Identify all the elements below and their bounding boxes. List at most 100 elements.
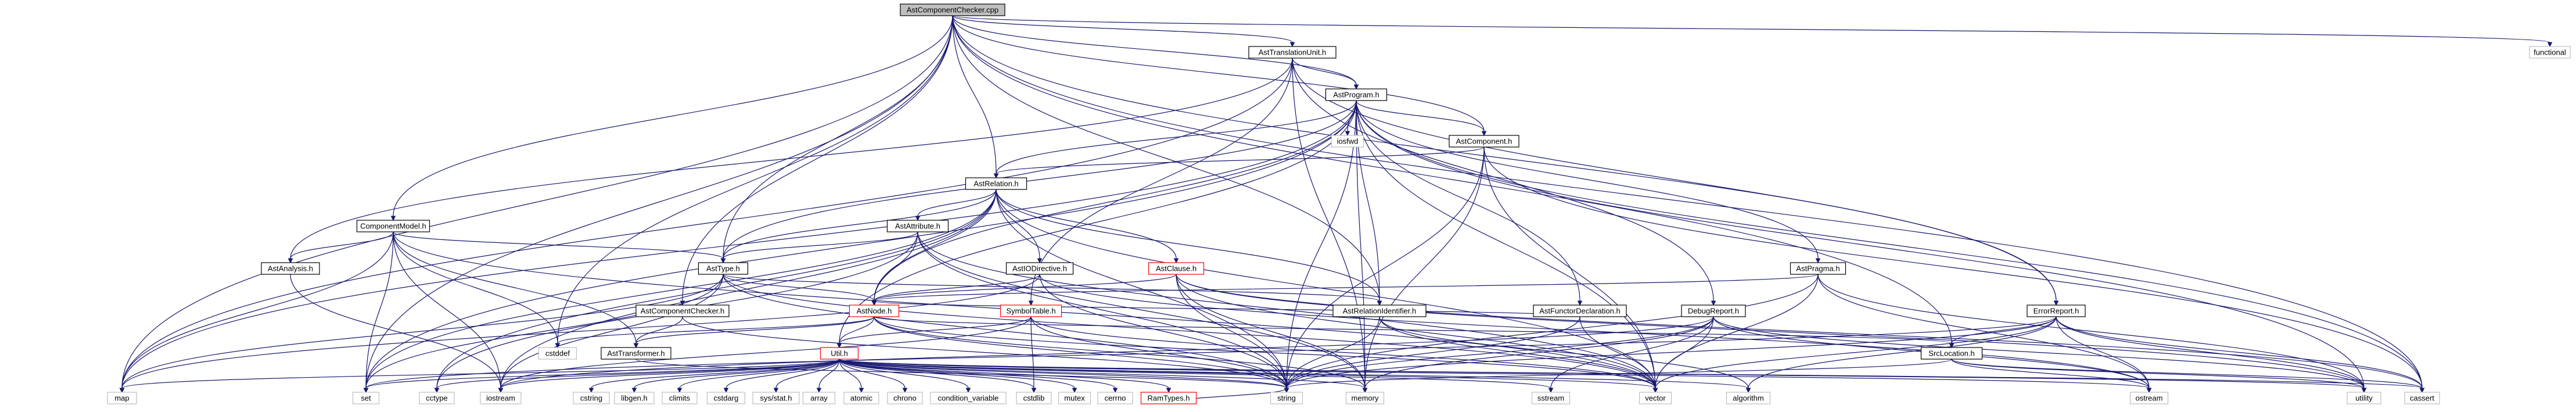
edge-arrowhead bbox=[1815, 258, 1821, 264]
node-debugreport-h[interactable]: DebugReport.h bbox=[1681, 304, 1746, 317]
node-astprogram-h[interactable]: AstProgram.h bbox=[1325, 88, 1388, 101]
edge-line bbox=[1356, 100, 1485, 132]
node-label: array bbox=[810, 393, 828, 402]
edge-line bbox=[952, 15, 1380, 302]
edge-line bbox=[839, 359, 1116, 389]
edge-AstComponentChecker_cpp-to-AstTranslationUnit_h bbox=[952, 15, 1295, 48]
node-box bbox=[887, 392, 923, 404]
node-array: array bbox=[802, 392, 836, 404]
node-astcomponentchecker-h[interactable]: AstComponentChecker.h bbox=[635, 304, 730, 317]
edge-AstNode_h-to-string bbox=[874, 316, 1289, 393]
node-box bbox=[1097, 392, 1133, 404]
node-astfunctordeclaration-h[interactable]: AstFunctorDeclaration.h bbox=[1533, 304, 1627, 317]
edge-Util_h-to-sys_stat_h bbox=[773, 359, 840, 393]
node-box bbox=[614, 392, 655, 404]
edge-line bbox=[500, 274, 724, 389]
edge-AstTranslationUnit_h-to-AstProgram_h bbox=[1292, 58, 1359, 90]
edge-Util_h-to-condition_variable bbox=[839, 359, 971, 393]
edge-line bbox=[1039, 274, 1287, 389]
edge-Util_h-to-cstdarg bbox=[723, 359, 840, 393]
edge-line bbox=[1356, 100, 1366, 389]
edge-line bbox=[952, 15, 1485, 132]
node-astpragma-h[interactable]: AstPragma.h bbox=[1790, 262, 1846, 275]
node-errorreport-h[interactable]: ErrorReport.h bbox=[2027, 304, 2086, 317]
node-label: SymbolTable.h bbox=[1006, 306, 1055, 315]
node-label: chrono bbox=[893, 393, 917, 402]
node-astrelation-h[interactable]: AstRelation.h bbox=[965, 177, 1027, 190]
edge-line bbox=[500, 316, 1714, 389]
edge-line bbox=[839, 359, 862, 389]
node-box bbox=[1058, 392, 1091, 404]
node-astnode-h[interactable]: AstNode.h bbox=[849, 304, 900, 317]
node-astattribute-h[interactable]: AstAttribute.h bbox=[886, 220, 949, 232]
edge-line bbox=[1030, 58, 1293, 302]
node-sstream: sstream bbox=[1531, 392, 1571, 404]
node-srclocation-h[interactable]: SrcLocation.h bbox=[1920, 347, 1983, 360]
node-componentmodel-h[interactable]: ComponentModel.h bbox=[356, 220, 430, 232]
edge-AstTranslationUnit_h-to-AstAnalysis_h bbox=[288, 58, 1293, 264]
node-label: utility bbox=[2355, 393, 2373, 402]
edge-line bbox=[635, 316, 875, 344]
edge-line bbox=[436, 359, 840, 389]
node-utility: utility bbox=[2347, 392, 2381, 404]
edge-line bbox=[1176, 274, 2423, 389]
edge-line bbox=[1483, 146, 1656, 389]
edge-arrowhead bbox=[288, 258, 293, 264]
edge-line bbox=[121, 274, 1040, 389]
node-iostream: iostream bbox=[480, 392, 522, 404]
edge-AstProgram_h-to-set bbox=[363, 100, 1357, 393]
edge-line bbox=[1286, 146, 1485, 389]
edge-AstType_h-to-vector bbox=[723, 274, 1658, 393]
node-ramtypes-h[interactable]: RamTypes.h bbox=[1140, 392, 1197, 404]
edge-AstProgram_h-to-map bbox=[119, 100, 1357, 393]
node-box bbox=[1016, 392, 1052, 404]
edge-arrowhead bbox=[1745, 388, 1751, 393]
edge-line bbox=[874, 274, 1040, 302]
edge-line bbox=[500, 189, 997, 389]
node-astcomponent-h[interactable]: AstComponent.h bbox=[1449, 135, 1519, 148]
node-util-h[interactable]: Util.h bbox=[820, 347, 859, 360]
edge-arrowhead bbox=[993, 173, 999, 179]
edge-line bbox=[723, 274, 1656, 389]
node-set: set bbox=[352, 392, 380, 404]
node-asttype-h[interactable]: AstType.h bbox=[698, 262, 749, 275]
node-box bbox=[802, 392, 836, 404]
node-label: AstComponent.h bbox=[1456, 137, 1512, 145]
edge-arrowhead bbox=[2419, 388, 2425, 393]
node-symboltable-h[interactable]: SymbolTable.h bbox=[1000, 304, 1062, 317]
edge-AstNode_h-to-Util_h bbox=[836, 316, 875, 349]
edge-line bbox=[839, 359, 1551, 389]
node-asttranslationunit-h[interactable]: AstTranslationUnit.h bbox=[1248, 46, 1336, 59]
node-astrelationidentifier-h[interactable]: AstRelationIdentifier.h bbox=[1332, 304, 1427, 317]
edge-line bbox=[290, 58, 1293, 259]
node-asttransformer-h[interactable]: AstTransformer.h bbox=[601, 347, 671, 360]
edge-line bbox=[839, 359, 1075, 389]
node-box bbox=[356, 220, 430, 232]
node-astanalysis-h[interactable]: AstAnalysis.h bbox=[261, 262, 320, 275]
node-astclause-h[interactable]: AstClause.h bbox=[1148, 262, 1205, 275]
node-astcomponentchecker-cpp[interactable]: AstComponentChecker.cpp bbox=[900, 3, 1005, 16]
edge-line bbox=[917, 231, 1287, 389]
edge-line bbox=[1176, 274, 1366, 389]
edge-AstRelation_h-to-vector bbox=[996, 189, 1658, 393]
edge-line bbox=[839, 316, 875, 344]
edge-line bbox=[952, 15, 997, 174]
node-astiodirective-h[interactable]: AstIODirective.h bbox=[1005, 262, 1074, 275]
edge-line bbox=[500, 359, 840, 389]
edge-line bbox=[1951, 359, 2150, 389]
edge-line bbox=[952, 15, 2057, 302]
edge-arrowhead bbox=[1652, 388, 1658, 393]
edge-line bbox=[917, 231, 1656, 389]
edge-arrowhead bbox=[363, 388, 369, 393]
node-label: AstRelationIdentifier.h bbox=[1343, 306, 1416, 315]
edge-AstRelation_h-to-AstType_h bbox=[720, 189, 997, 264]
node-box bbox=[886, 220, 949, 232]
node-label: SrcLocation.h bbox=[1928, 349, 1975, 357]
edge-line bbox=[1483, 146, 2423, 389]
edge-line bbox=[1286, 100, 1357, 389]
edge-arrowhead bbox=[1577, 300, 1583, 306]
edge-arrowhead bbox=[773, 388, 779, 393]
edge-Util_h-to-map bbox=[119, 359, 840, 393]
node-label: AstProgram.h bbox=[1333, 90, 1379, 99]
edge-AstProgram_h-to-AstFunctorDeclaration_h bbox=[1356, 100, 1583, 306]
